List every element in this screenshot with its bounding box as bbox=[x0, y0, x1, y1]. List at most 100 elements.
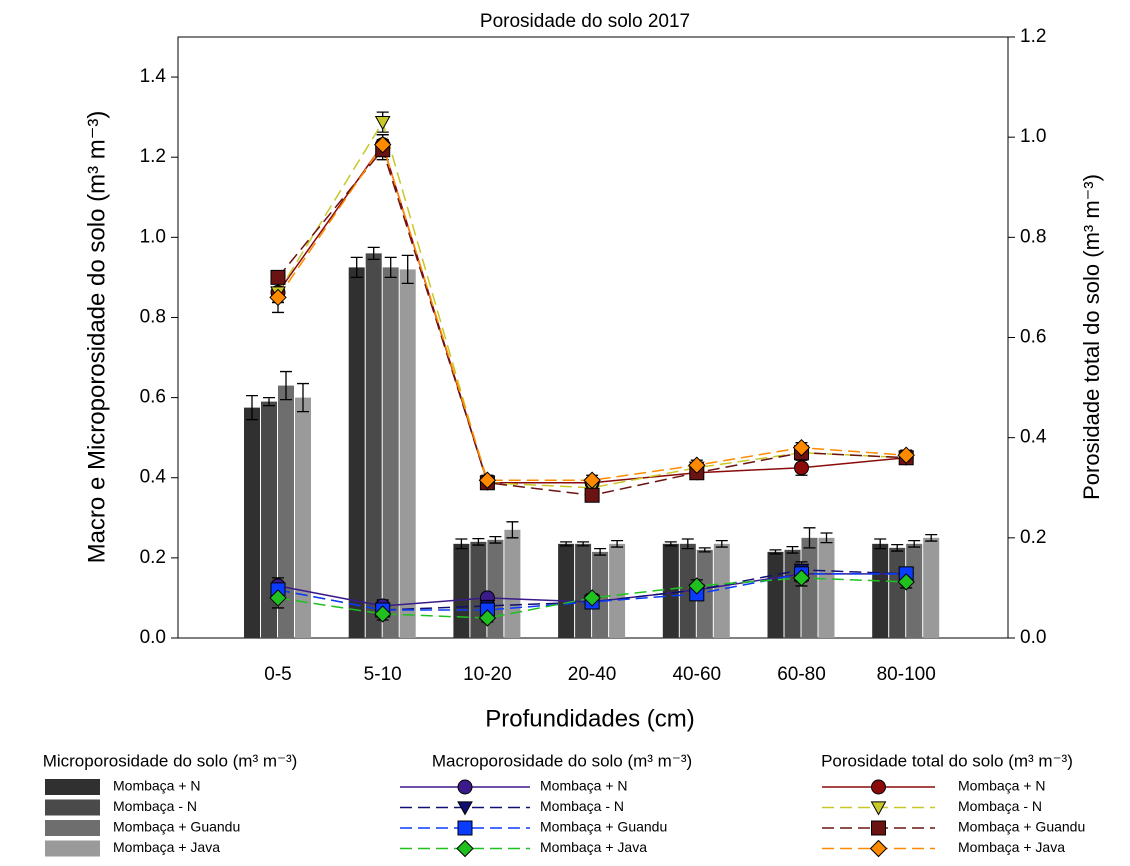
bar bbox=[767, 551, 784, 638]
bar bbox=[558, 543, 575, 638]
marker bbox=[269, 288, 287, 307]
legend-label: Mombaça + Guandu bbox=[540, 819, 667, 835]
y-tick-label: 0.6 bbox=[140, 387, 166, 408]
error-bar bbox=[769, 549, 782, 555]
bar bbox=[399, 269, 416, 638]
legend-marker bbox=[869, 839, 888, 858]
error-bar bbox=[891, 543, 904, 552]
error-bar bbox=[560, 541, 573, 547]
error-bar bbox=[401, 254, 414, 285]
legend-marker bbox=[870, 801, 887, 816]
y-tick-label: 0.0 bbox=[140, 627, 166, 648]
legend-title: Microporosidade do solo (m³ m⁻³) bbox=[43, 751, 298, 770]
legend-marker bbox=[871, 779, 886, 795]
legend-label: Mombaça + N bbox=[113, 778, 201, 794]
x-tick-label: 20-40 bbox=[568, 664, 617, 685]
error-bar bbox=[908, 539, 921, 548]
error-bar bbox=[803, 527, 816, 549]
error-bar bbox=[472, 537, 485, 546]
error-bar bbox=[925, 533, 938, 542]
bar bbox=[662, 543, 679, 638]
error-bar bbox=[611, 539, 624, 548]
marker bbox=[688, 577, 706, 595]
error-bar bbox=[384, 256, 397, 279]
marker bbox=[583, 589, 601, 607]
legend-label: Mombaça + N bbox=[958, 778, 1046, 794]
x-tick-label: 10-20 bbox=[463, 664, 512, 685]
legend-marker bbox=[871, 820, 886, 836]
x-tick-label: 0-5 bbox=[264, 664, 291, 685]
error-bar bbox=[577, 541, 590, 547]
marker bbox=[478, 471, 497, 489]
bar bbox=[382, 267, 399, 638]
y-tick-label: 1.2 bbox=[140, 146, 166, 167]
legend-label: Mombaça - N bbox=[540, 798, 624, 814]
legend-label: Mombaça - N bbox=[958, 798, 1042, 814]
legend-label: Mombaça + N bbox=[540, 778, 628, 794]
y2-tick-label: 0.4 bbox=[1020, 427, 1047, 448]
marker bbox=[794, 460, 809, 476]
bar bbox=[889, 547, 906, 638]
legend-label: Mombaça - N bbox=[113, 798, 197, 814]
bar bbox=[696, 549, 713, 638]
marker bbox=[897, 573, 915, 591]
bar bbox=[784, 549, 801, 638]
y2-tick-label: 1.2 bbox=[1020, 26, 1046, 47]
x-tick-label: 80-100 bbox=[877, 664, 936, 685]
legend-marker bbox=[457, 801, 473, 816]
error-bar bbox=[681, 538, 694, 550]
bar bbox=[453, 543, 470, 638]
error-bar bbox=[455, 538, 468, 550]
error-bar bbox=[820, 532, 833, 544]
legend-label: Mombaça + Java bbox=[540, 839, 647, 855]
legend-label: Mombaça + Java bbox=[113, 839, 220, 855]
bar bbox=[906, 543, 923, 638]
marker bbox=[688, 456, 706, 474]
marker bbox=[792, 438, 811, 457]
legend-swatch bbox=[45, 779, 100, 795]
error-bar bbox=[698, 547, 711, 553]
legend-title: Porosidade total do solo (m³ m⁻³) bbox=[821, 751, 1073, 770]
error-bar bbox=[664, 541, 677, 547]
y2-tick-label: 1.0 bbox=[1020, 126, 1046, 147]
legend-swatch bbox=[45, 840, 100, 857]
legend-label: Mombaça + Guandu bbox=[113, 819, 240, 835]
y-tick-label: 0.4 bbox=[140, 467, 167, 488]
error-bar bbox=[506, 521, 519, 539]
y2-tick-label: 0.2 bbox=[1020, 527, 1046, 548]
marker bbox=[373, 605, 392, 623]
bar bbox=[504, 529, 521, 638]
marker bbox=[373, 135, 392, 154]
error-bar bbox=[280, 370, 292, 401]
error-bar bbox=[297, 382, 309, 413]
bar bbox=[713, 543, 730, 638]
marker bbox=[478, 609, 497, 627]
marker bbox=[584, 487, 600, 503]
error-bar bbox=[594, 548, 607, 556]
bar bbox=[365, 253, 382, 639]
bar bbox=[818, 537, 835, 638]
chart-title: Porosidade do solo 2017 bbox=[480, 11, 690, 32]
x-tick-label: 60-80 bbox=[777, 664, 826, 685]
y2-tick-label: 0.0 bbox=[1020, 627, 1046, 648]
y-axis-label: Macro e Microporosidade do solo (m³ m⁻³) bbox=[83, 111, 110, 564]
marker bbox=[583, 471, 601, 489]
bar bbox=[348, 267, 365, 638]
error-bar bbox=[786, 545, 799, 554]
bar bbox=[801, 537, 818, 638]
y2-axis-label: Porosidade total do solo (m³ m⁻³) bbox=[1079, 174, 1104, 500]
bar bbox=[278, 385, 294, 638]
bar bbox=[575, 543, 592, 638]
x-tick-label: 40-60 bbox=[672, 664, 721, 685]
bar bbox=[470, 541, 487, 638]
error-bar bbox=[367, 246, 380, 261]
bar bbox=[609, 543, 626, 638]
legend-marker bbox=[457, 820, 473, 836]
bar bbox=[923, 537, 940, 638]
bar bbox=[295, 397, 311, 638]
y2-tick-label: 0.6 bbox=[1020, 327, 1046, 348]
x-tick-label: 5-10 bbox=[364, 664, 402, 685]
legend-title: Macroporosidade do solo (m³ m⁻³) bbox=[432, 751, 692, 770]
y2-tick-label: 0.8 bbox=[1020, 226, 1046, 247]
